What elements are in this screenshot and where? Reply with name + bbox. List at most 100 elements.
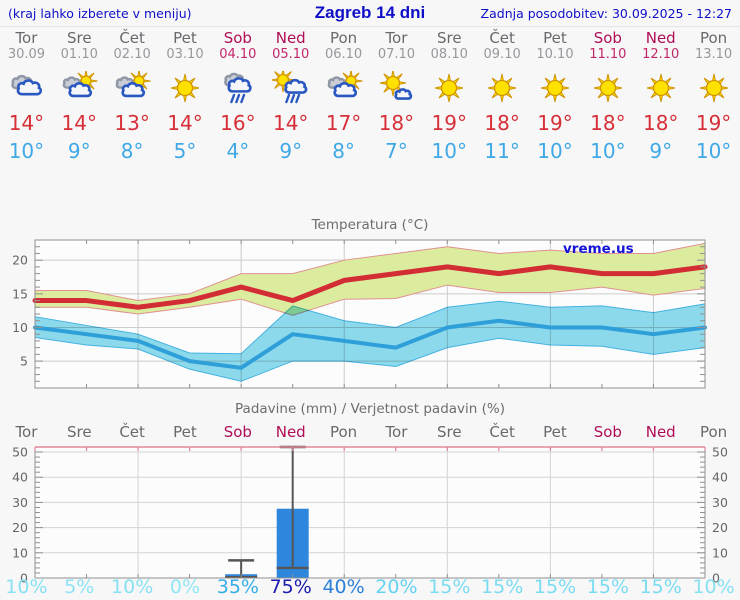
cloud-front-shape	[332, 82, 357, 98]
day-high-temp: 19°	[537, 111, 573, 135]
day-date: 09.10	[483, 47, 521, 62]
day-weather-icon	[53, 68, 106, 108]
svg-text:50: 50	[12, 445, 28, 460]
raindrop-shape	[284, 93, 290, 104]
mostly-sunny-icon	[380, 71, 413, 100]
svg-text:20: 20	[12, 520, 28, 535]
day-date: 12.10	[642, 47, 680, 62]
day-date: 10.10	[536, 47, 574, 62]
sunny-icon	[699, 73, 728, 103]
day-date: 07.10	[377, 47, 416, 62]
day-name: Tor	[385, 29, 408, 47]
day-column: Pet 10.10 19° 10°	[529, 29, 582, 164]
day-weather-icon	[159, 68, 212, 108]
partly-cloudy-icon	[115, 71, 151, 98]
day-high-temp: 14°	[61, 111, 97, 135]
raindrop-shape	[240, 93, 246, 104]
header: (kraj lahko izberete v meniju) Zagreb 14…	[8, 3, 732, 25]
cloud-front-shape	[283, 78, 308, 94]
day-name: Pet	[543, 29, 567, 47]
day-date: 06.10	[324, 47, 363, 62]
cloud-front-shape	[17, 79, 43, 96]
day-high-temp: 14°	[167, 111, 203, 135]
day-low-temp: 5°	[173, 139, 197, 163]
precip-day-labels: Tor Sre Čet Pet Sob Ned Pon Tor Sre Čet Pet Sob Ned P…	[0, 423, 740, 441]
cloud-front-shape	[227, 77, 252, 93]
day-low-temp: 9°	[649, 139, 673, 163]
svg-text:10: 10	[12, 320, 28, 335]
partly-cloudy-icon	[62, 71, 98, 98]
sunny-icon	[170, 73, 200, 103]
day-low-temp: 11°	[484, 139, 520, 163]
precip-probability: 40%	[322, 576, 365, 598]
day-low-temp: 9°	[67, 139, 91, 163]
day-date: 13.10	[694, 47, 733, 62]
temp-chart-title: Temperatura (°C)	[311, 217, 429, 233]
day-column: Čet 02.10 13° 8°	[106, 29, 159, 164]
precip-probability: 10%	[111, 576, 154, 598]
day-low-temp: 8°	[120, 139, 144, 163]
day-column: Tor 30.09 14° 10°	[0, 29, 53, 164]
sun-shape	[380, 71, 407, 97]
day-weather-icon	[211, 68, 264, 108]
precip-day-label: Sre	[66, 423, 92, 441]
raindrop-shape	[289, 93, 295, 104]
day-weather-icon	[370, 68, 423, 108]
watermark-link[interactable]: vreme.us	[563, 241, 634, 257]
raindrop-shape	[230, 93, 236, 104]
day-low-temp: 7°	[385, 139, 408, 163]
day-high-temp: 16°	[220, 111, 256, 135]
day-high-temp: 19°	[431, 111, 467, 135]
svg-text:50: 50	[712, 445, 728, 460]
temperature-chart: 5 10 15 20 Temperatura (°C) vreme.us	[0, 215, 740, 397]
day-name: Tor	[15, 29, 38, 47]
day-date: 30.09	[7, 47, 46, 62]
day-column: Sob 04.10 16° 4°	[211, 29, 264, 164]
day-high-temp: 18°	[378, 111, 415, 135]
day-column: Sob 11.10 18° 10°	[581, 29, 634, 164]
day-name: Čet	[119, 29, 145, 47]
day-weather-icon	[529, 68, 582, 108]
svg-text:0: 0	[712, 571, 720, 584]
day-weather-icon	[264, 68, 317, 108]
partly-cloudy-icon	[327, 71, 363, 98]
day-weather-icon	[581, 68, 634, 108]
cloud-front-shape	[394, 88, 413, 100]
sunny-icon	[646, 73, 675, 103]
cloud-front-shape	[68, 82, 93, 98]
sunny-icon	[435, 73, 464, 103]
precip-probability: 15%	[533, 576, 577, 598]
precip-chart-title: Padavine (mm) / Verjetnost padavin (%)	[235, 401, 505, 417]
day-name: Sob	[223, 29, 252, 47]
day-date: 11.10	[589, 47, 627, 62]
day-low-temp: 10°	[431, 139, 467, 163]
precip-day-label: Pon	[329, 423, 358, 441]
svg-text:10: 10	[12, 545, 28, 560]
sun-shape	[646, 73, 675, 103]
precip-probability: 5%	[64, 576, 95, 598]
precip-day-label: Sob	[223, 423, 252, 441]
day-column: Čet 09.10 18° 11°	[476, 29, 529, 164]
day-weather-icon	[476, 68, 529, 108]
sun-shape	[435, 73, 464, 103]
svg-text:5: 5	[20, 354, 28, 369]
day-column: Sre 01.10 14° 9°	[53, 29, 106, 164]
svg-text:40: 40	[712, 470, 728, 485]
precip-day-label: Pon	[699, 423, 728, 441]
day-column: Pon 13.10 19° 10°	[687, 29, 740, 164]
day-name: Sre	[436, 29, 462, 47]
precip-day-label: Ned	[645, 423, 676, 441]
sunny-icon	[593, 73, 622, 103]
precip-probability: 10%	[5, 576, 48, 598]
precip-day-label: Čet	[119, 423, 145, 441]
day-name: Pon	[329, 29, 358, 47]
rain-icon	[223, 72, 252, 104]
day-name: Ned	[645, 29, 676, 47]
precip-probability: 35%	[216, 576, 259, 598]
last-updated: Zadnja posodobitev: 30.09.2025 - 12:27	[480, 6, 732, 21]
precip-day-label: Pet	[543, 423, 567, 441]
precip-day-label: Tor	[385, 423, 408, 441]
precip-probability: 10%	[692, 576, 735, 598]
day-date: 03.10	[166, 47, 204, 62]
